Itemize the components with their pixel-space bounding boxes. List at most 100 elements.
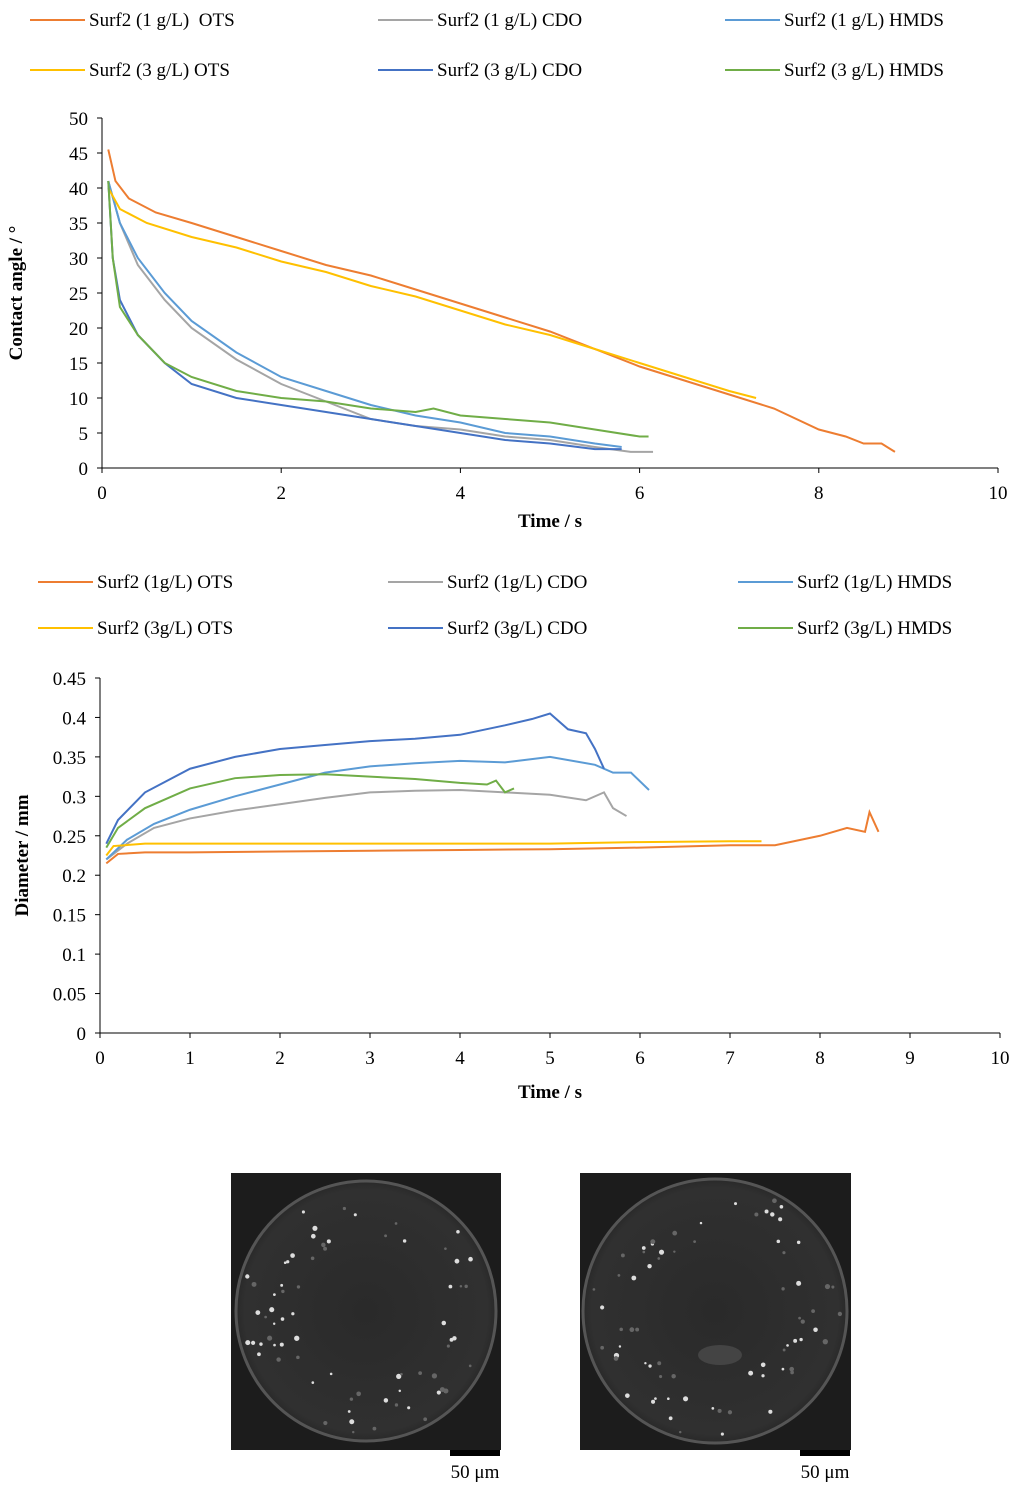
speckle [446, 1344, 450, 1348]
speckle [693, 1240, 697, 1244]
legend-label: Surf2 (3 g/L) CDO [437, 60, 582, 81]
speckle [356, 1391, 361, 1397]
x-tick-label: 10 [991, 1048, 1010, 1069]
legend-label: Surf2 (1g/L) OTS [97, 572, 233, 593]
y-tick-label: 25 [69, 284, 88, 305]
y-tick-label: 30 [69, 249, 88, 270]
speckle [600, 1305, 605, 1310]
speckle [251, 1281, 257, 1287]
speckle [673, 1250, 676, 1253]
speckle [468, 1256, 473, 1262]
y-tick-label: 0 [77, 1024, 87, 1045]
speckle [342, 1206, 346, 1211]
speckle [789, 1366, 795, 1372]
speckle [310, 1256, 315, 1261]
speckle [734, 1202, 738, 1206]
y-tick-label: 40 [69, 179, 88, 200]
speckle [837, 1311, 843, 1317]
speckle [657, 1361, 662, 1366]
speckle [454, 1258, 460, 1264]
speckle [323, 1246, 328, 1251]
speckle [396, 1373, 402, 1379]
data-line [105, 840, 762, 857]
y-tick-label: 0.35 [53, 748, 86, 769]
speckle [349, 1419, 355, 1425]
data-line [105, 789, 628, 861]
speckle [352, 1430, 355, 1434]
speckle [754, 1212, 759, 1217]
data-line [107, 180, 649, 438]
speckle [613, 1356, 619, 1361]
speckle [402, 1239, 407, 1243]
speckle [323, 1420, 328, 1426]
speckle [668, 1416, 673, 1421]
speckle [679, 1430, 682, 1434]
speckle [347, 1410, 351, 1413]
x-tick-label: 0 [97, 483, 107, 504]
speckle [281, 1289, 285, 1294]
speckle [659, 1374, 663, 1379]
speckle [245, 1340, 251, 1346]
speckle [631, 1275, 637, 1281]
speckle [372, 1426, 377, 1431]
x-tick-label: 3 [365, 1048, 375, 1069]
data-line [105, 773, 515, 849]
speckle [459, 1285, 463, 1288]
speckle [711, 1407, 715, 1410]
speckle [778, 1217, 783, 1222]
x-tick-label: 7 [725, 1048, 735, 1069]
speckle [600, 1345, 605, 1350]
speckle [436, 1390, 441, 1395]
speckle [296, 1285, 301, 1289]
speckle [727, 1410, 733, 1415]
speckle [793, 1338, 798, 1343]
speckle [280, 1317, 285, 1321]
speckle [383, 1398, 389, 1403]
x-tick-label: 4 [456, 483, 466, 504]
y-tick-label: 10 [69, 389, 88, 410]
y-tick-label: 0.15 [53, 906, 86, 927]
speckle [259, 1342, 263, 1346]
speckle [280, 1283, 284, 1287]
x-tick-label: 8 [814, 483, 824, 504]
speckle [326, 1239, 331, 1244]
speckle [329, 1372, 333, 1376]
speckle [418, 1371, 422, 1376]
speckle [748, 1370, 754, 1376]
speckle [468, 1364, 472, 1368]
data-line [105, 712, 605, 845]
speckle [353, 1213, 357, 1217]
x-tick-label: 2 [275, 1048, 285, 1069]
speckle [464, 1284, 468, 1289]
speckle [629, 1327, 635, 1333]
speckle [384, 1234, 388, 1238]
speckle [761, 1374, 765, 1378]
speckle [592, 1288, 596, 1291]
speckle [811, 1309, 815, 1313]
speckle [618, 1345, 622, 1348]
speckle [651, 1399, 656, 1404]
speckle [647, 1263, 652, 1269]
legend-label: Surf2 (3 g/L) OTS [89, 60, 230, 81]
speckle [423, 1417, 428, 1422]
speckle [301, 1210, 305, 1214]
x-tick-label: 8 [815, 1048, 825, 1069]
y-axis-title: Contact angle / ° [6, 226, 27, 361]
legend-label: Surf2 (1g/L) HMDS [797, 572, 952, 593]
y-tick-label: 0.45 [53, 669, 86, 690]
speckle [245, 1274, 250, 1279]
x-tick-label: 6 [635, 1048, 645, 1069]
scale-label: 50 μm [451, 1462, 500, 1483]
speckle [273, 1343, 276, 1347]
speckle [439, 1387, 445, 1393]
data-line [105, 809, 880, 865]
speckle [658, 1249, 665, 1255]
speckle [444, 1247, 447, 1251]
speckle [782, 1348, 786, 1352]
speckle [310, 1233, 316, 1239]
y-tick-label: 20 [69, 319, 88, 340]
x-tick-label: 2 [276, 483, 286, 504]
speckle [279, 1342, 284, 1347]
y-tick-label: 0.25 [53, 827, 86, 848]
